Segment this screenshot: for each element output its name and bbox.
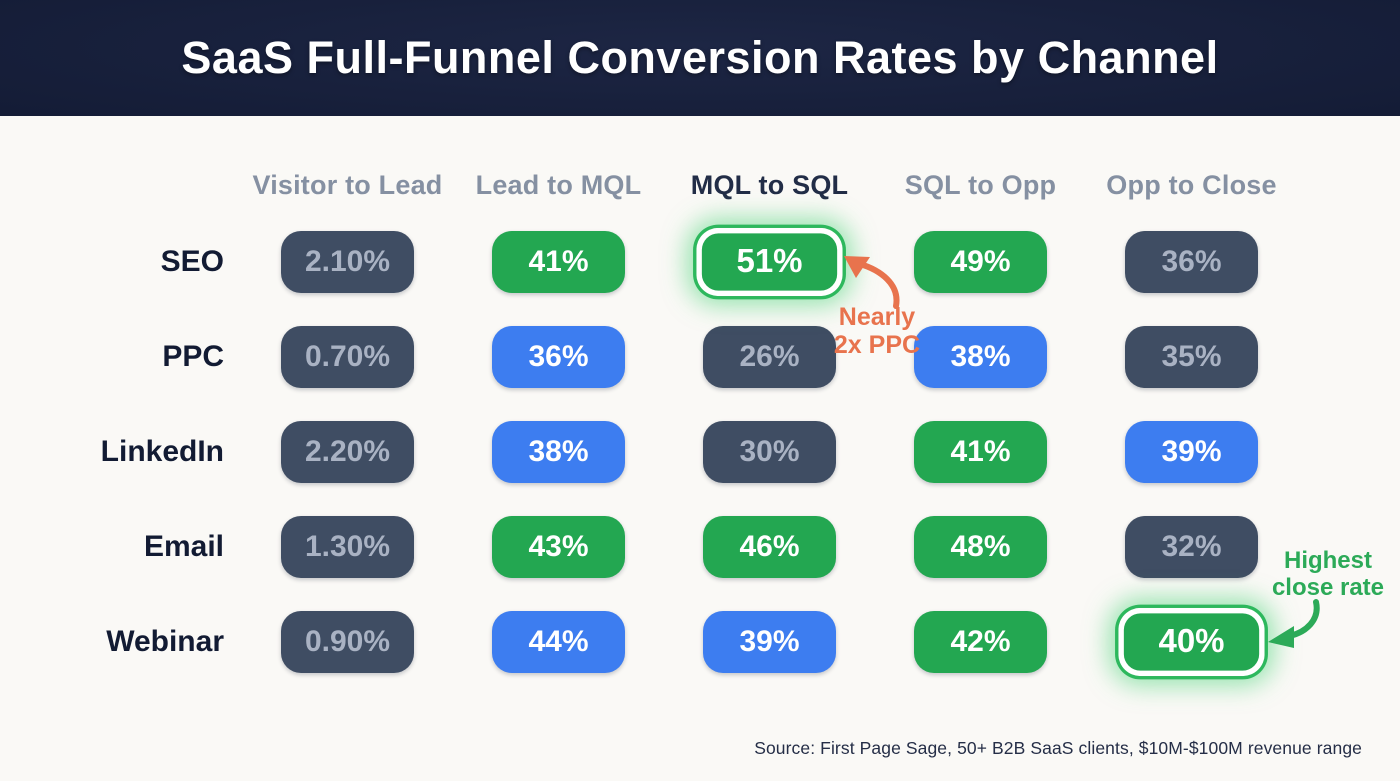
table-cell: 36% [1086, 214, 1297, 309]
value-pill-webinar-visitor-to-lead: 0.90% [281, 610, 414, 673]
value-pill-email-mql-to-sql: 46% [703, 515, 836, 578]
value-pill-seo-lead-to-mql: 41% [492, 230, 625, 293]
source-note: Source: First Page Sage, 50+ B2B SaaS cl… [754, 738, 1362, 758]
annotation-line: 2x PPC [833, 331, 921, 359]
table-cell: 39% [1086, 404, 1297, 499]
value-pill-ppc-lead-to-mql: 36% [492, 325, 625, 388]
column-header-opp-to-close: Opp to Close [1106, 169, 1277, 200]
value-pill-email-opp-to-close: 32% [1125, 515, 1258, 578]
table-cell: 32% [1086, 499, 1297, 594]
value-pill-ppc-sql-to-opp: 38% [914, 325, 1047, 388]
annotation-arrow-orange [844, 256, 900, 309]
table-cell: 38% [875, 309, 1086, 404]
value-pill-seo-opp-to-close: 36% [1125, 230, 1258, 293]
table-cell: 44% [453, 594, 664, 689]
column-header-visitor-to-lead: Visitor to Lead [252, 169, 443, 200]
value-pill-seo-sql-to-opp: 49% [914, 230, 1047, 293]
table-cell: 2.20% [242, 404, 453, 499]
table-cell: 36% [453, 309, 664, 404]
table-cell: 41% [453, 214, 664, 309]
value-pill-webinar-opp-to-close: 40% [1118, 607, 1265, 676]
row-label-linkedin: LinkedIn [100, 434, 224, 468]
value-pill-ppc-mql-to-sql: 26% [703, 325, 836, 388]
table-cell: 48% [875, 499, 1086, 594]
value-pill-seo-visitor-to-lead: 2.10% [281, 230, 414, 293]
row-label-webinar: Webinar [106, 624, 224, 658]
table-cell: 49% [875, 214, 1086, 309]
value-pill-ppc-opp-to-close: 35% [1125, 325, 1258, 388]
conversion-table: Visitor to Lead Lead to MQL MQL to SQL SQL … [68, 116, 1297, 689]
column-header-mql-to-sql: MQL to SQL [690, 169, 849, 200]
table-cell: 38% [453, 404, 664, 499]
value-pill-linkedin-mql-to-sql: 30% [703, 420, 836, 483]
value-pill-email-visitor-to-lead: 1.30% [281, 515, 414, 578]
table-cell: 0.70% [242, 309, 453, 404]
annotation-highest-close-rate: Highest close rate [1268, 547, 1388, 602]
value-pill-linkedin-lead-to-mql: 38% [492, 420, 625, 483]
value-pill-email-sql-to-opp: 48% [914, 515, 1047, 578]
table-cell: 46% [664, 499, 875, 594]
table-cell: 1.30% [242, 499, 453, 594]
value-pill-linkedin-opp-to-close: 39% [1125, 420, 1258, 483]
table-cell: 51% [664, 214, 875, 309]
column-header-lead-to-mql: Lead to MQL [475, 169, 642, 200]
table-cell: 40% [1086, 594, 1297, 689]
value-pill-webinar-lead-to-mql: 44% [492, 610, 625, 673]
annotation-nearly-2x-ppc: Nearly 2x PPC [832, 303, 922, 359]
row-label-email: Email [143, 529, 224, 563]
table-cell: 41% [875, 404, 1086, 499]
value-pill-ppc-visitor-to-lead: 0.70% [281, 325, 414, 388]
value-pill-email-lead-to-mql: 43% [492, 515, 625, 578]
value-pill-webinar-sql-to-opp: 42% [914, 610, 1047, 673]
table-cell: 2.10% [242, 214, 453, 309]
column-header-sql-to-opp: SQL to Opp [904, 169, 1057, 200]
table-cell: 35% [1086, 309, 1297, 404]
table-corner-spacer [68, 156, 242, 214]
table-cell: 0.90% [242, 594, 453, 689]
page-title: SaaS Full-Funnel Conversion Rates by Cha… [181, 32, 1219, 83]
annotation-line: Highest [1283, 547, 1372, 574]
value-pill-seo-mql-to-sql: 51% [696, 227, 843, 296]
value-pill-linkedin-visitor-to-lead: 2.20% [281, 420, 414, 483]
row-label-ppc: PPC [162, 339, 224, 373]
annotation-line: close rate [1271, 573, 1385, 601]
table-cell: 39% [664, 594, 875, 689]
value-pill-linkedin-sql-to-opp: 41% [914, 420, 1047, 483]
row-label-seo: SEO [160, 244, 224, 278]
table-cell: 30% [664, 404, 875, 499]
table-cell: 42% [875, 594, 1086, 689]
annotation-arrow-green [1268, 599, 1320, 648]
annotation-line: Nearly [838, 303, 916, 331]
table-cell: 26% [664, 309, 875, 404]
header-bar: SaaS Full-Funnel Conversion Rates by Cha… [0, 0, 1400, 116]
table-cell: 43% [453, 499, 664, 594]
value-pill-webinar-mql-to-sql: 39% [703, 610, 836, 673]
